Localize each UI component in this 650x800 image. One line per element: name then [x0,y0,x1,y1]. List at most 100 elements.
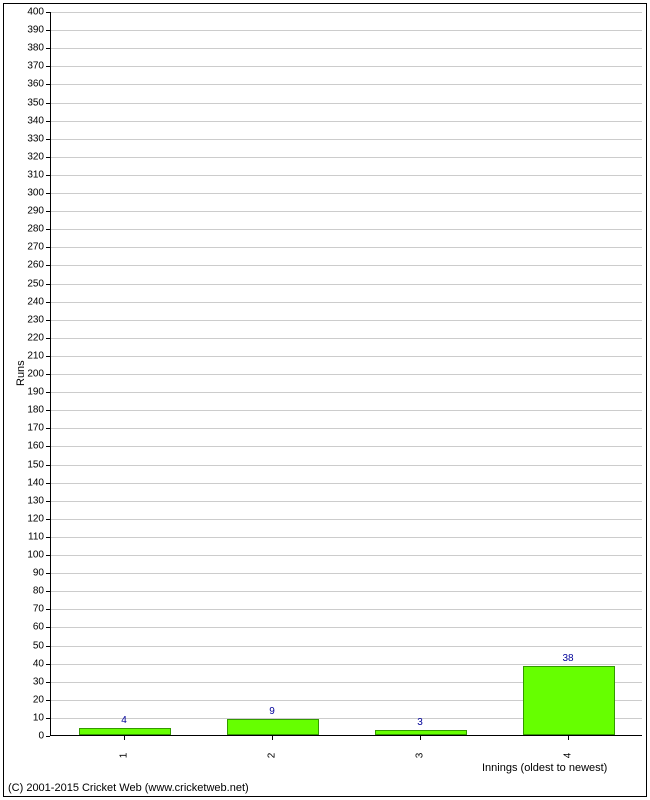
y-tick-mark [46,465,50,466]
bar [523,666,615,735]
y-tick-mark [46,229,50,230]
y-tick-label: 80 [20,586,44,597]
x-tick-label: 3 [415,753,426,759]
gridline [51,537,642,538]
y-tick-mark [46,627,50,628]
y-tick-mark [46,157,50,158]
y-tick-label: 70 [20,604,44,615]
bar-value-label: 3 [417,717,423,728]
y-tick-label: 0 [20,731,44,742]
gridline [51,627,642,628]
gridline [51,157,642,158]
gridline [51,356,642,357]
y-tick-mark [46,302,50,303]
y-tick-mark [46,718,50,719]
y-tick-mark [46,519,50,520]
x-tick-label: 1 [119,753,130,759]
gridline [51,121,642,122]
y-tick-label: 60 [20,622,44,633]
y-tick-label: 300 [20,188,44,199]
bar [227,719,319,735]
x-tick-label: 4 [563,753,574,759]
y-tick-label: 130 [20,495,44,506]
y-tick-label: 190 [20,387,44,398]
y-tick-label: 30 [20,676,44,687]
y-tick-label: 310 [20,169,44,180]
y-tick-mark [46,211,50,212]
y-tick-label: 400 [20,7,44,18]
gridline [51,591,642,592]
y-tick-label: 350 [20,97,44,108]
gridline [51,193,642,194]
y-tick-mark [46,66,50,67]
gridline [51,392,642,393]
y-tick-mark [46,392,50,393]
bar [375,730,467,735]
y-tick-label: 220 [20,332,44,343]
plot-area [50,12,642,736]
y-tick-label: 140 [20,477,44,488]
x-tick-mark [272,736,273,740]
y-tick-mark [46,103,50,104]
gridline [51,501,642,502]
y-tick-mark [46,338,50,339]
y-tick-mark [46,84,50,85]
y-tick-mark [46,247,50,248]
x-tick-label: 2 [267,753,278,759]
y-tick-label: 120 [20,513,44,524]
y-tick-mark [46,30,50,31]
y-tick-label: 90 [20,568,44,579]
gridline [51,247,642,248]
y-tick-label: 230 [20,314,44,325]
gridline [51,609,642,610]
gridline [51,211,642,212]
y-tick-mark [46,265,50,266]
gridline [51,573,642,574]
y-tick-label: 180 [20,405,44,416]
copyright-text: (C) 2001-2015 Cricket Web (www.cricketwe… [8,782,249,794]
gridline [51,284,642,285]
gridline [51,84,642,85]
y-tick-mark [46,501,50,502]
gridline [51,410,642,411]
gridline [51,646,642,647]
y-tick-label: 240 [20,296,44,307]
y-tick-mark [46,609,50,610]
y-tick-label: 210 [20,350,44,361]
y-tick-label: 150 [20,459,44,470]
y-tick-mark [46,664,50,665]
y-tick-mark [46,139,50,140]
gridline [51,465,642,466]
gridline [51,374,642,375]
y-tick-mark [46,356,50,357]
x-axis-title: Innings (oldest to newest) [482,762,607,774]
x-tick-mark [568,736,569,740]
y-tick-label: 370 [20,61,44,72]
gridline [51,428,642,429]
gridline [51,320,642,321]
gridline [51,519,642,520]
y-tick-mark [46,555,50,556]
y-tick-mark [46,700,50,701]
gridline [51,139,642,140]
y-tick-mark [46,591,50,592]
y-tick-mark [46,573,50,574]
gridline [51,302,642,303]
gridline [51,338,642,339]
y-tick-label: 160 [20,441,44,452]
gridline [51,30,642,31]
bar-value-label: 38 [562,653,573,664]
y-tick-mark [46,121,50,122]
bar-value-label: 4 [121,715,127,726]
y-tick-label: 260 [20,260,44,271]
y-tick-label: 40 [20,658,44,669]
y-tick-mark [46,537,50,538]
gridline [51,48,642,49]
y-tick-label: 380 [20,43,44,54]
y-tick-label: 360 [20,79,44,90]
gridline [51,446,642,447]
gridline [51,483,642,484]
bar-value-label: 9 [269,706,275,717]
gridline [51,12,642,13]
y-tick-label: 340 [20,115,44,126]
